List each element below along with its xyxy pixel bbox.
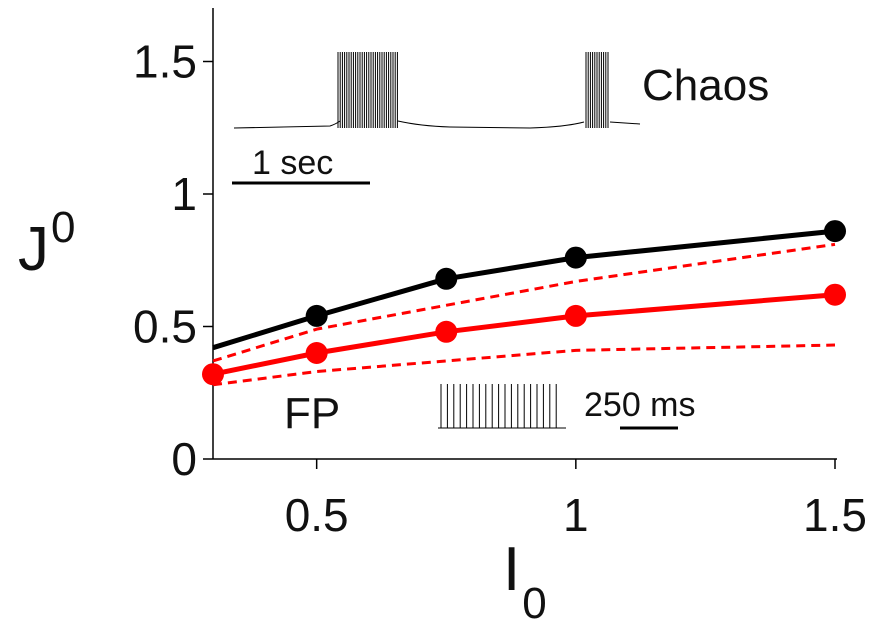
chaos-spike-trace (233, 52, 641, 129)
data-point (824, 283, 846, 306)
data-point (202, 363, 224, 386)
data-point (564, 304, 587, 327)
scalebar-bottom-label: 250 ms (584, 386, 696, 424)
series-line (212, 292, 836, 377)
x-tick-label: 1 (563, 489, 589, 541)
y-tick-label: 1 (171, 168, 197, 220)
y-tick-label: 0 (171, 433, 197, 485)
x-axis-title: I0 (503, 535, 547, 623)
data-point (435, 320, 458, 343)
fp-spike-trace (438, 384, 566, 429)
chaos-baseline (397, 120, 641, 129)
data-point (305, 342, 328, 364)
data-point (564, 246, 587, 269)
chaos-baseline (233, 120, 341, 129)
dashed-bound-line (212, 343, 836, 387)
chaos-label: Chaos (642, 61, 769, 110)
dashed-bound-line (212, 242, 836, 363)
ticks: 0 0.5 1 1.5 0.5 1 1.5 (133, 36, 867, 542)
data-point (435, 267, 458, 290)
x-tick-label: 1.5 (803, 489, 867, 541)
series-line (212, 228, 836, 351)
fp-label: FP (284, 389, 340, 438)
series-layer (202, 220, 846, 387)
y-tick-label: 0.5 (133, 301, 197, 353)
y-axis-title: J0 (18, 203, 75, 284)
x-tick-label: 0.5 (285, 489, 349, 541)
data-point (824, 220, 846, 243)
y-tick-label: 1.5 (133, 36, 197, 88)
scalebar-top-label: 1 sec (252, 144, 333, 182)
data-point (305, 304, 328, 327)
